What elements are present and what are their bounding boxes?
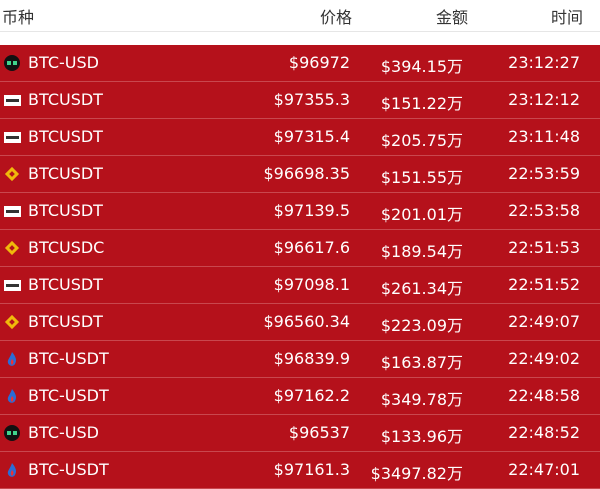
table-cell: 23:12:12 [508, 90, 580, 109]
table-cell: $97098.1 [273, 275, 350, 294]
exchange-icon [4, 95, 21, 106]
table-cell: BTCUSDT [28, 312, 103, 331]
table-cell: 22:49:02 [508, 349, 580, 368]
table-cell: $201.01万 [380, 205, 463, 224]
table-cell: 22:48:52 [508, 423, 580, 442]
exchange-icon [4, 132, 21, 143]
table-cell: 23:11:48 [508, 127, 580, 146]
table-cell: BTCUSDT [28, 201, 103, 220]
header-cell: 金额 [435, 8, 468, 27]
table-cell: $205.75万 [380, 131, 463, 150]
table-cell: $163.87万 [380, 353, 463, 372]
table-cell: 22:53:59 [508, 164, 580, 183]
exchange-icon [4, 314, 20, 330]
exchange-icon [7, 352, 16, 366]
table-row[interactable]: BTC-USDT $97162.2 $349.78万 22:48:58 [0, 378, 600, 415]
table-cell: 22:51:53 [508, 238, 580, 257]
table-cell: BTC-USD [28, 423, 99, 442]
header-cell: 时间 [550, 8, 583, 27]
table-cell: $97315.4 [273, 127, 350, 146]
exchange-icon [7, 463, 16, 477]
table-cell: $151.55万 [380, 168, 463, 187]
table-cell: $96560.34 [263, 312, 350, 331]
table-row[interactable]: BTCUSDC $96617.6 $189.54万 22:51:53 [0, 230, 600, 267]
table-cell: $349.78万 [380, 390, 463, 409]
table-cell: 22:48:58 [508, 386, 580, 405]
table-cell: $96972 [288, 53, 350, 72]
table-row[interactable]: BTCUSDT $97315.4 $205.75万 23:11:48 [0, 119, 600, 156]
table-row[interactable]: BTCUSDT $97098.1 $261.34万 22:51:52 [0, 267, 600, 304]
exchange-icon [4, 240, 20, 256]
table-row[interactable]: BTCUSDT $97139.5 $201.01万 22:53:58 [0, 193, 600, 230]
table-cell: $133.96万 [380, 427, 463, 446]
table-header: 币种 价格 金额 时间 [0, 0, 600, 32]
table-cell: BTC-USD [28, 53, 99, 72]
table-cell: BTC-USDT [28, 349, 109, 368]
table-body: BTC-USD $96972 $394.15万 23:12:27 BTCUSDT $973… [0, 45, 600, 489]
table-cell: $97162.2 [273, 386, 350, 405]
table-row[interactable]: BTCUSDT $97355.3 $151.22万 23:12:12 [0, 82, 600, 119]
table-cell: $96537 [288, 423, 350, 442]
table-cell: BTCUSDT [28, 164, 103, 183]
table-cell: $151.22万 [380, 94, 463, 113]
header-cell: 币种 [2, 8, 35, 27]
table-cell: BTC-USDT [28, 460, 109, 479]
table-cell: $189.54万 [380, 242, 463, 261]
table-cell: $97161.3 [273, 460, 350, 479]
table-cell: $394.15万 [380, 57, 463, 76]
table-cell: $97139.5 [273, 201, 350, 220]
table-cell: 22:51:52 [508, 275, 580, 294]
table-cell: BTCUSDT [28, 127, 103, 146]
table-cell: 23:12:27 [508, 53, 580, 72]
exchange-icon [4, 425, 20, 441]
table-cell: $96698.35 [263, 164, 350, 183]
table-cell: BTCUSDT [28, 90, 103, 109]
table-row[interactable]: BTC-USD $96972 $394.15万 23:12:27 [0, 45, 600, 82]
table-row[interactable]: BTC-USDT $97161.3 $3497.82万 22:47:01 [0, 452, 600, 489]
table-row[interactable]: BTCUSDT $96560.34 $223.09万 22:49:07 [0, 304, 600, 341]
table-cell: BTCUSDC [28, 238, 105, 257]
exchange-icon [4, 206, 21, 217]
exchange-icon [7, 389, 16, 403]
header-cell: 价格 [319, 8, 352, 27]
table-cell: $96617.6 [273, 238, 350, 257]
table-cell: BTCUSDT [28, 275, 103, 294]
table-cell: BTC-USDT [28, 386, 109, 405]
exchange-icon [4, 55, 20, 71]
table-row[interactable]: BTC-USD $96537 $133.96万 22:48:52 [0, 415, 600, 452]
table-cell: $96839.9 [273, 349, 350, 368]
table-cell: 22:49:07 [508, 312, 580, 331]
table-row[interactable]: BTCUSDT $96698.35 $151.55万 22:53:59 [0, 156, 600, 193]
exchange-icon [4, 166, 20, 182]
table-cell: 22:47:01 [508, 460, 580, 479]
table-cell: $3497.82万 [370, 464, 463, 483]
exchange-icon [4, 280, 21, 291]
table-cell: $261.34万 [380, 279, 463, 298]
table-cell: $223.09万 [380, 316, 463, 335]
table-row[interactable]: BTC-USDT $96839.9 $163.87万 22:49:02 [0, 341, 600, 378]
table-cell: $97355.3 [273, 90, 350, 109]
table-cell: 22:53:58 [508, 201, 580, 220]
